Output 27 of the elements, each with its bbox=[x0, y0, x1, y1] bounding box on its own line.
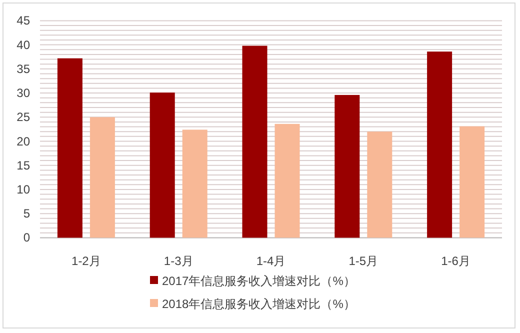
bar bbox=[150, 92, 175, 238]
bar bbox=[90, 117, 115, 238]
x-tick-label: 1-6月 bbox=[441, 254, 470, 268]
legend-label: 2018年信息服务收入增速对比（%） bbox=[162, 297, 356, 311]
y-tick-label: 30 bbox=[16, 86, 30, 100]
bar bbox=[367, 132, 392, 238]
y-tick-label: 15 bbox=[16, 158, 30, 172]
y-tick-label: 35 bbox=[16, 62, 30, 76]
bar bbox=[460, 126, 485, 238]
x-tick-label: 1-5月 bbox=[348, 254, 378, 268]
bar bbox=[334, 94, 360, 238]
y-tick-label: 40 bbox=[16, 38, 30, 52]
bar bbox=[57, 58, 82, 238]
legend-label: 2017年信息服务收入增速对比（%） bbox=[162, 274, 356, 288]
bar bbox=[182, 130, 208, 238]
x-tick-label: 1-4月 bbox=[256, 254, 286, 268]
y-tick-label: 45 bbox=[16, 14, 30, 28]
bar bbox=[274, 124, 300, 238]
bar bbox=[242, 46, 268, 238]
y-tick-label: 10 bbox=[16, 182, 30, 196]
y-tick-label: 20 bbox=[16, 134, 30, 148]
y-tick-label: 25 bbox=[16, 110, 30, 124]
x-tick-label: 1-2月 bbox=[72, 254, 101, 268]
y-tick-label: 0 bbox=[23, 230, 30, 245]
bar bbox=[427, 52, 452, 238]
x-tick-label: 1-3月 bbox=[164, 254, 194, 268]
y-tick-label: 5 bbox=[23, 206, 30, 221]
